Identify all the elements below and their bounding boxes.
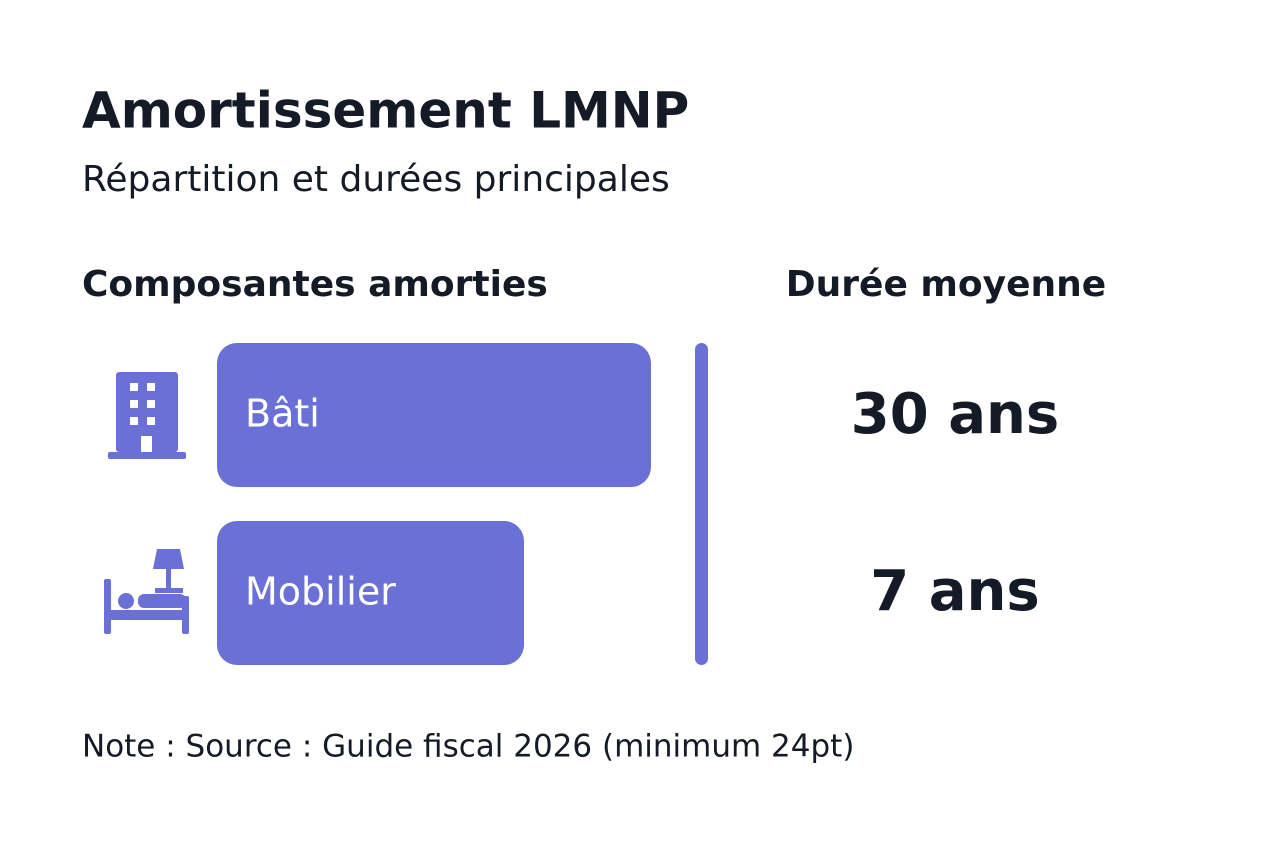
title: Amortissement LMNP — [82, 82, 689, 140]
bed-icon — [104, 549, 189, 634]
duration: 7 ans — [870, 559, 1039, 624]
divider — [695, 343, 708, 665]
column-header: Durée moyenne — [786, 264, 1106, 305]
component-label: Bâti — [245, 392, 320, 436]
building-icon — [108, 372, 186, 459]
component-bar — [217, 521, 524, 665]
component-bar — [217, 343, 651, 487]
column-header: Composantes amorties — [82, 264, 548, 305]
subtitle: Répartition et durées principales — [82, 159, 670, 200]
duration: 30 ans — [851, 382, 1059, 447]
note: Note : Source : Guide fiscal 2026 (minim… — [82, 729, 854, 765]
component-label: Mobilier — [245, 570, 396, 614]
